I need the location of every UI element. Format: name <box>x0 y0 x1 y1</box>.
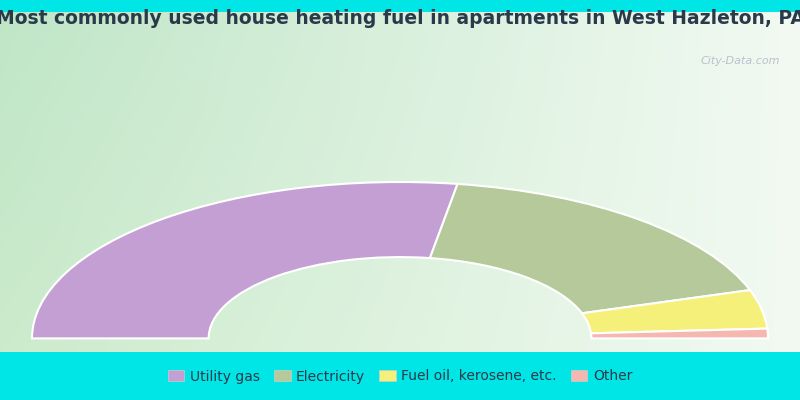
Text: Most commonly used house heating fuel in apartments in West Hazleton, PA: Most commonly used house heating fuel in… <box>0 8 800 28</box>
Text: City-Data.com: City-Data.com <box>701 56 780 66</box>
Wedge shape <box>430 184 750 313</box>
Wedge shape <box>591 328 768 338</box>
Legend: Utility gas, Electricity, Fuel oil, kerosene, etc., Other: Utility gas, Electricity, Fuel oil, kero… <box>162 364 638 389</box>
Wedge shape <box>32 182 458 338</box>
Wedge shape <box>582 290 767 333</box>
